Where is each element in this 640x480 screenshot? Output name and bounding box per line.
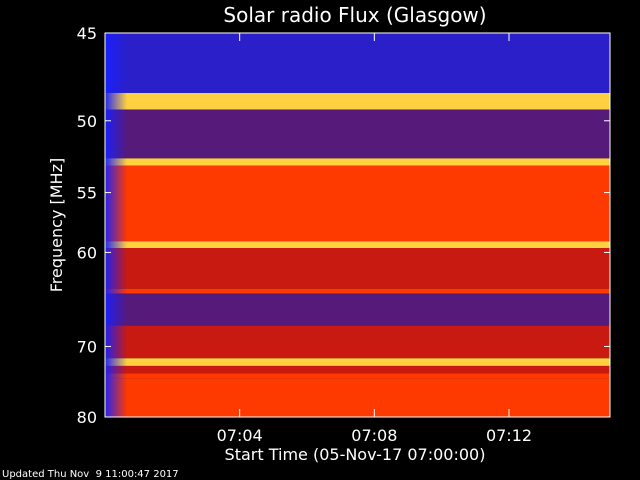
x-axis-label: Start Time (05-Nov-17 07:00:00): [225, 445, 486, 464]
plot-frame: [104, 32, 611, 418]
y-axis-label: Frequency [MHz]: [47, 158, 66, 292]
heatmap-band-11: [105, 365, 610, 374]
heatmap-band-8: [105, 293, 610, 326]
update-timestamp: Updated Thu Nov 9 11:00:47 2017: [2, 469, 179, 480]
y-axis: 45 50 55 60 70 80: [77, 24, 610, 427]
y-tick-label-60: 60: [77, 243, 97, 262]
heatmap-band-3: [105, 158, 610, 166]
x-axis: 07:04 07:08 07:12: [217, 33, 532, 445]
heatmap-band-0: [105, 33, 610, 93]
y-tick-label-80: 80: [77, 408, 97, 427]
chart-title: Solar radio Flux (Glasgow): [223, 3, 486, 27]
heatmap-band-13: [105, 378, 610, 417]
y-tick-label-70: 70: [77, 337, 97, 356]
heatmap-band-12: [105, 373, 610, 379]
heatmap-band-6: [105, 248, 610, 289]
x-tick-label-12: 07:12: [486, 426, 532, 445]
heatmap-band-1: [105, 92, 610, 110]
heatmap-band-7: [105, 288, 610, 294]
y-tick-label-55: 55: [77, 184, 97, 203]
x-tick-label-8: 07:08: [351, 426, 397, 445]
heatmap-band-4: [105, 165, 610, 242]
heatmap-band-10: [105, 358, 610, 366]
x-tick-label-4: 07:04: [217, 426, 263, 445]
heatmap-band-5: [105, 241, 610, 249]
heatmap-band-2: [105, 109, 610, 159]
spectrogram-image: [105, 33, 610, 417]
heatmap-band-9: [105, 325, 610, 359]
left-edge-fade: [105, 33, 127, 417]
y-tick-label-50: 50: [77, 112, 97, 131]
y-tick-label-45: 45: [77, 24, 97, 43]
